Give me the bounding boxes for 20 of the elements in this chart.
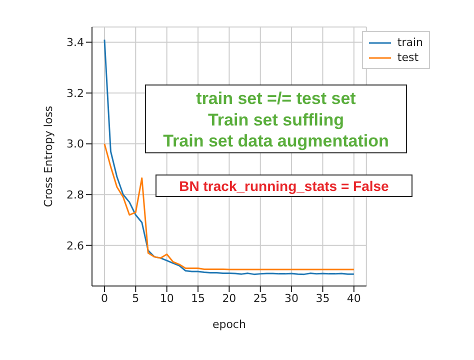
x-tick-label: 20 [222, 292, 236, 305]
y-tick-label: 3.2 [66, 86, 84, 100]
x-tick-label: 35 [316, 292, 330, 305]
x-axis-title: epoch [212, 318, 246, 331]
x-tick-label: 10 [160, 292, 174, 305]
annotation: train set =/= test set Train set suffling Train set data augmentation [163, 89, 389, 150]
y-axis-title: Cross Entropy loss [42, 106, 55, 208]
x-tick-label: 5 [132, 292, 140, 305]
annotation: BN track_running_stats = False [179, 178, 390, 194]
y-tick-label: 3.0 [66, 138, 84, 151]
x-tick-label: 15 [191, 292, 206, 305]
x-tick-label: 40 [346, 292, 361, 305]
y-tick-label: 3.4 [66, 36, 84, 50]
x-tick-label: 30 [284, 292, 299, 305]
x-tick-label: 0 [100, 292, 108, 305]
legend-label: test [397, 50, 419, 65]
x-tick-label: 25 [253, 292, 268, 305]
y-tick-label: 2.8 [66, 188, 84, 202]
y-tick-label: 2.6 [66, 239, 84, 252]
legend-label: train [397, 35, 423, 50]
